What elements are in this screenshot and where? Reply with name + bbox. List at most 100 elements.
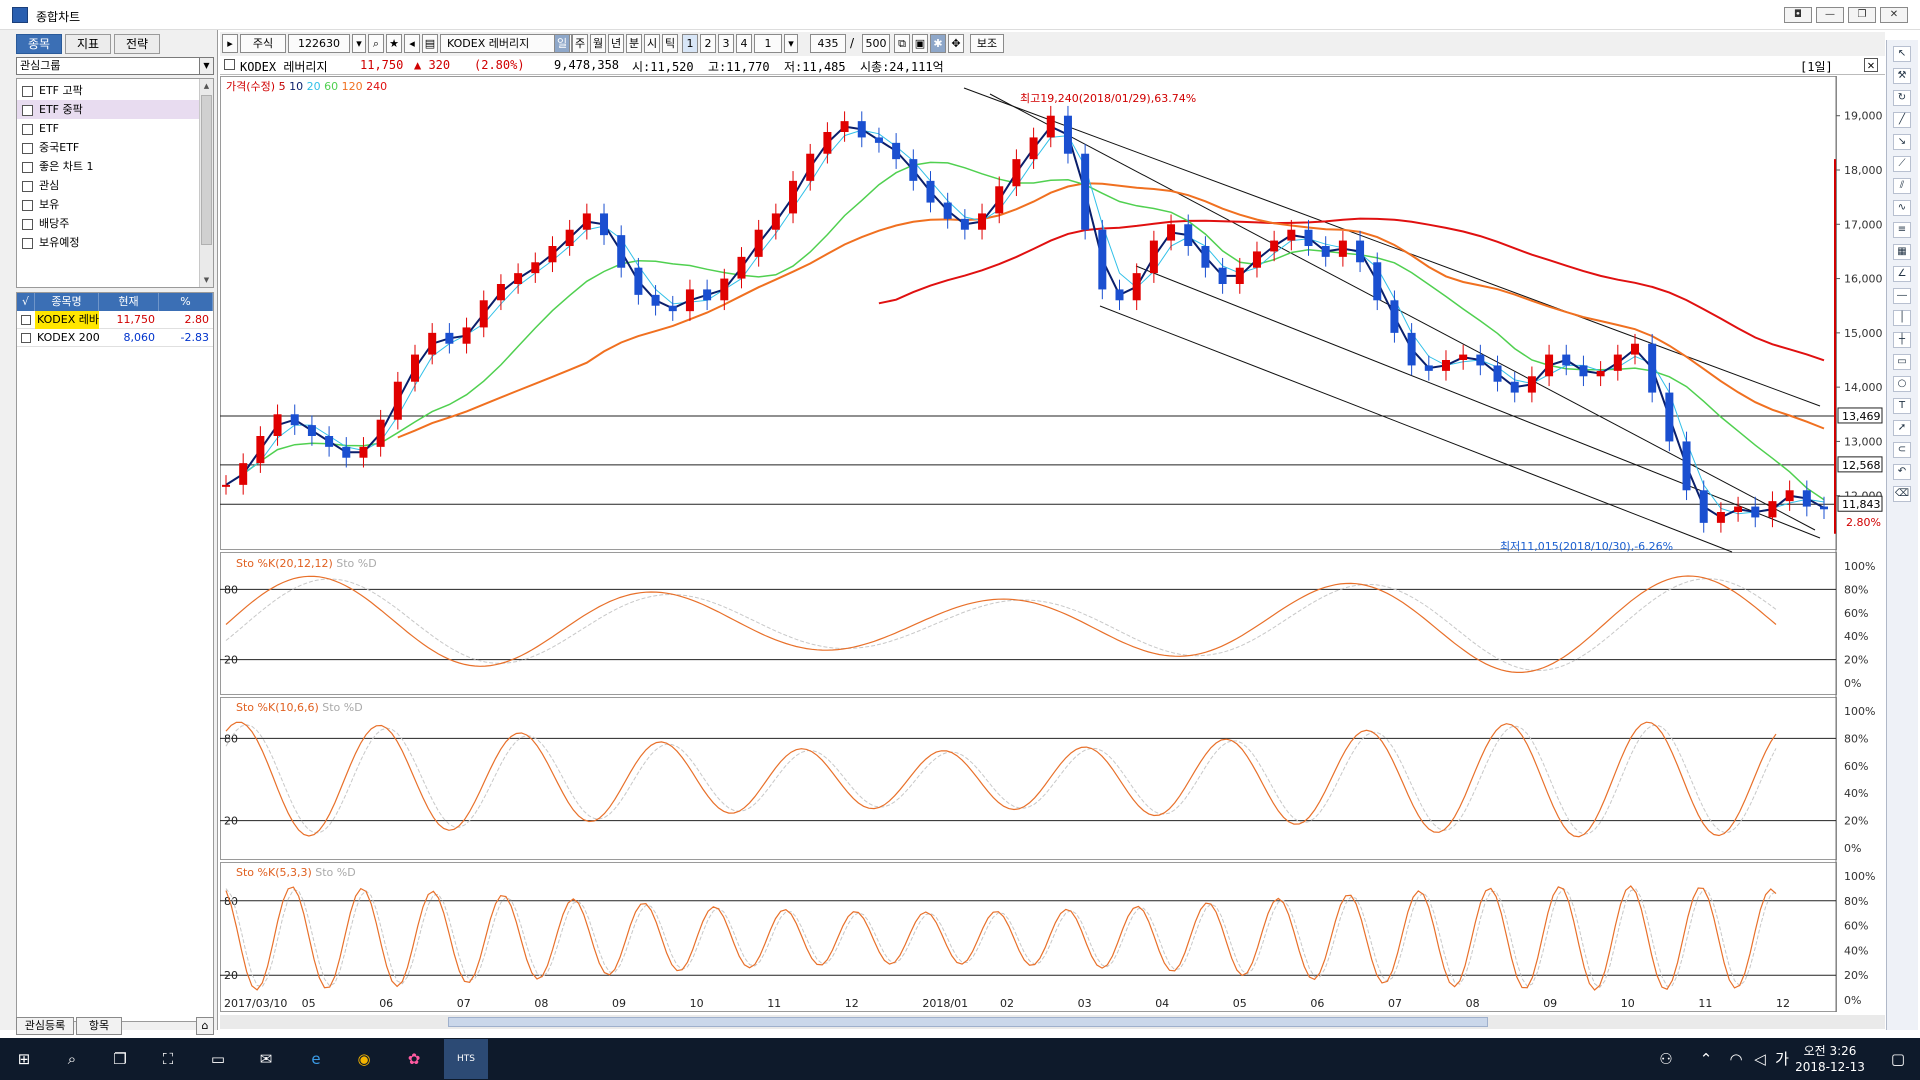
items-button[interactable]: 항목 [76, 1017, 122, 1035]
checkbox[interactable] [224, 59, 235, 70]
period-week-button[interactable]: 주 [572, 34, 588, 53]
tab-indicators[interactable]: 지표 [65, 34, 111, 54]
checkbox[interactable] [22, 124, 33, 135]
col-pct[interactable]: % [159, 293, 213, 311]
vline-icon[interactable]: │ [1893, 310, 1911, 326]
hline-icon[interactable]: ― [1893, 288, 1911, 304]
people-icon[interactable]: ⚇ [1659, 1050, 1673, 1068]
ray-icon[interactable]: ↘ [1893, 134, 1911, 150]
count-input[interactable]: 435 [810, 34, 846, 53]
volume-icon[interactable]: ◁ [1754, 1050, 1766, 1068]
scroll-down-icon[interactable]: ▼ [203, 276, 210, 284]
lock-icon[interactable]: ⌂ [196, 1017, 214, 1035]
chart-hscrollbar[interactable] [220, 1015, 1885, 1029]
star-icon[interactable]: ★ [386, 34, 402, 53]
new-window-icon[interactable]: ⧉ [894, 34, 910, 53]
close-icon[interactable]: ✕ [1864, 58, 1878, 72]
table-row[interactable]: KODEX 레바 11,750 2.80 [17, 311, 213, 329]
trend-icon[interactable]: ⟋ [1893, 156, 1911, 172]
period-hour-button[interactable]: 시 [644, 34, 660, 53]
checkbox[interactable] [22, 219, 33, 230]
hscroll-thumb[interactable] [448, 1017, 1488, 1027]
app-icon[interactable]: ✿ [407, 1050, 421, 1068]
preset-3-button[interactable]: 3 [718, 34, 734, 53]
chevron-down-icon[interactable]: ▾ [784, 34, 798, 53]
move-icon[interactable]: ✥ [948, 34, 964, 53]
search-icon[interactable]: ⌕ [368, 34, 384, 53]
wave-icon[interactable]: ∿ [1893, 200, 1911, 216]
checkbox[interactable] [22, 238, 33, 249]
checkbox[interactable] [22, 86, 33, 97]
checkbox[interactable] [22, 200, 33, 211]
scroll-thumb[interactable] [201, 95, 212, 245]
mail-icon[interactable]: ✉ [259, 1050, 273, 1068]
text-icon[interactable]: T [1893, 398, 1911, 414]
group-item[interactable]: ETF 중팍 [17, 100, 199, 119]
code-input[interactable]: 122630 [288, 34, 350, 53]
chevron-down-icon[interactable]: ▼ [199, 58, 213, 74]
fib-icon[interactable]: ≡ [1893, 222, 1911, 238]
period-day-button[interactable]: 일 [554, 34, 570, 53]
preset-1-button[interactable]: 1 [682, 34, 698, 53]
checkbox[interactable] [22, 105, 33, 116]
clock[interactable]: 오전 3:26 2018-12-13 [1795, 1043, 1865, 1075]
store-icon[interactable]: ⛶ [162, 1050, 174, 1068]
angle-icon[interactable]: ∠ [1893, 266, 1911, 282]
group-item[interactable]: 관심 [17, 176, 199, 195]
group-item[interactable]: ETF [17, 119, 199, 138]
search-icon[interactable]: ⌕ [67, 1050, 77, 1068]
wifi-icon[interactable]: ◠ [1729, 1050, 1743, 1068]
market-select[interactable]: 주식 [240, 34, 286, 53]
arrow-icon[interactable]: ➚ [1893, 420, 1911, 436]
register-button[interactable]: 관심등록 [16, 1017, 74, 1035]
scroll-up-icon[interactable]: ▲ [203, 82, 210, 90]
preset-2-button[interactable]: 2 [700, 34, 716, 53]
col-name[interactable]: 종목명 [35, 293, 99, 311]
checkbox[interactable] [21, 333, 31, 343]
table-row[interactable]: KODEX 200 8,060 -2.83 [17, 329, 213, 347]
tab-stocks[interactable]: 종목 [16, 34, 62, 54]
grid-icon[interactable]: ▦ [1893, 244, 1911, 260]
period-minute-button[interactable]: 분 [626, 34, 642, 53]
checkbox[interactable] [22, 143, 33, 154]
windows-start-icon[interactable]: ⊞ [17, 1050, 31, 1068]
circle-icon[interactable]: ○ [1893, 376, 1911, 392]
undo-icon[interactable]: ↶ [1893, 464, 1911, 480]
total-input[interactable]: 500 [862, 34, 890, 53]
chart-area[interactable]: 19,000 18,000 17,000 16,000 15,000 14,000 13,0… [220, 76, 1885, 1012]
language-icon[interactable]: 가 [1775, 1050, 1789, 1068]
stock-name-field[interactable]: KODEX 레버리지 [440, 34, 572, 53]
maximize-button[interactable]: ❐ [1848, 7, 1876, 23]
line-icon[interactable]: ╱ [1893, 112, 1911, 128]
group-item[interactable]: 보유 [17, 195, 199, 214]
magnet-icon[interactable]: ⊂ [1893, 442, 1911, 458]
cursor-icon[interactable]: ↖ [1893, 46, 1911, 62]
box-icon[interactable]: ▭ [1893, 354, 1911, 370]
chevron-down-icon[interactable]: ▾ [352, 34, 366, 53]
period-year-button[interactable]: 년 [608, 34, 624, 53]
cross-icon[interactable]: ┼ [1893, 332, 1911, 348]
col-check[interactable]: √ [17, 293, 35, 311]
tool-icon[interactable]: ⚒ [1893, 68, 1911, 84]
aux-button[interactable]: 보조 [970, 34, 1004, 53]
preset-4-button[interactable]: 4 [736, 34, 752, 53]
chrome-icon[interactable]: ◉ [357, 1050, 371, 1068]
pin-button[interactable]: ◘ [1784, 7, 1812, 23]
checkbox[interactable] [22, 181, 33, 192]
tab-strategy[interactable]: 전략 [114, 34, 160, 54]
hts-app-icon[interactable]: HTS [444, 1039, 488, 1079]
edge-icon[interactable]: e [311, 1050, 321, 1068]
chevron-up-icon[interactable]: ⌃ [1699, 1050, 1713, 1068]
group-scrollbar[interactable]: ▲ ▼ [199, 79, 213, 287]
gear-icon[interactable]: ✱ [930, 34, 946, 53]
group-item[interactable]: 배당주 [17, 214, 199, 233]
checkbox[interactable] [21, 315, 31, 325]
period-tick-button[interactable]: 틱 [662, 34, 678, 53]
close-button[interactable]: ✕ [1880, 7, 1908, 23]
period-month-button[interactable]: 월 [590, 34, 606, 53]
prev-stock-icon[interactable]: ◂ [404, 34, 420, 53]
rotate-icon[interactable]: ↻ [1893, 90, 1911, 106]
group-item[interactable]: 중국ETF [17, 138, 199, 157]
minimize-button[interactable]: — [1816, 7, 1844, 23]
notification-icon[interactable]: ▢ [1890, 1050, 1906, 1068]
